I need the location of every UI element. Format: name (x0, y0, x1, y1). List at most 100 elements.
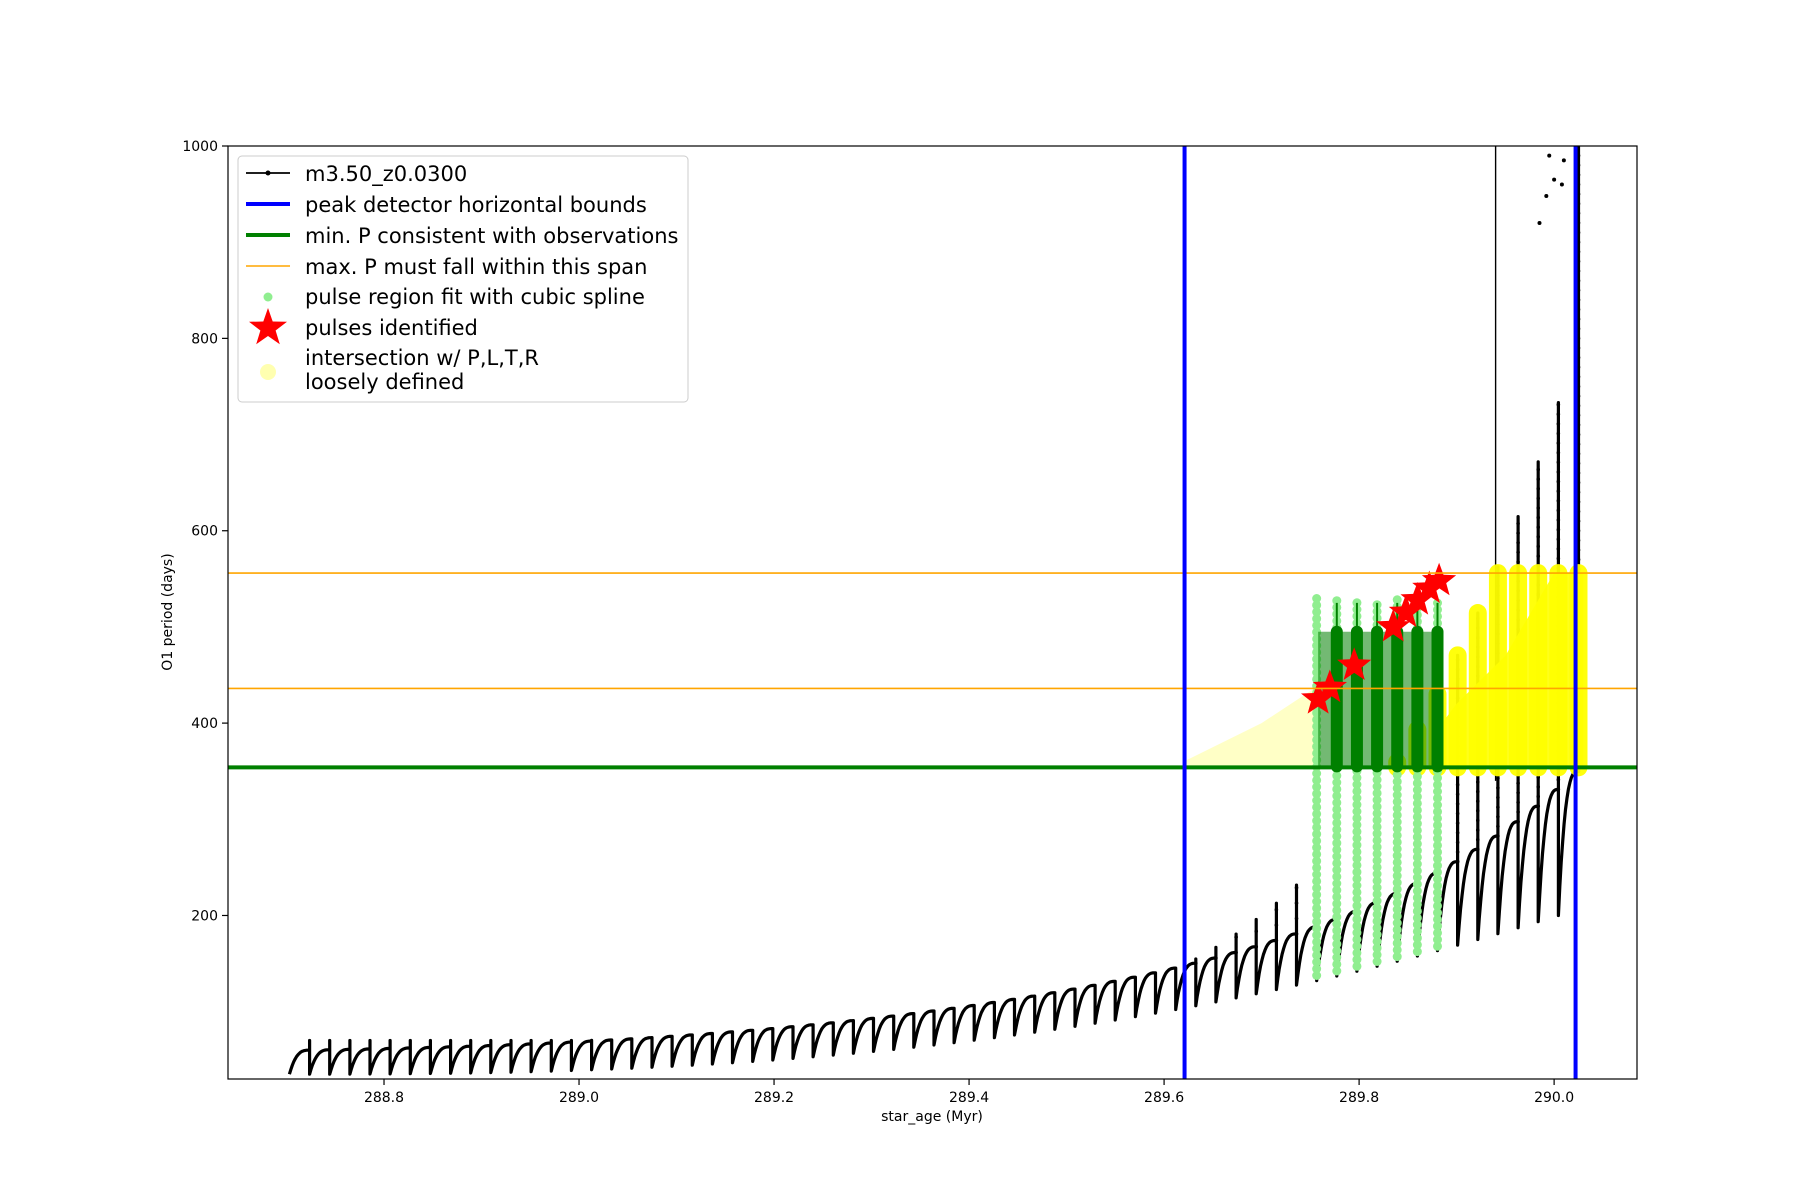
spline-fit-point (1352, 800, 1362, 810)
spline-fit-point (1392, 938, 1402, 948)
series-model-point (1576, 413, 1581, 418)
series-model-point (1556, 556, 1561, 561)
series-model-point (1556, 470, 1561, 474)
series-model-point (1576, 336, 1581, 341)
spline-fit-point (1392, 783, 1402, 793)
spline-fit-point (1332, 778, 1342, 787)
series-model-point (1536, 506, 1541, 510)
series-model-point (1556, 460, 1561, 465)
spline-fit-point (1433, 773, 1443, 783)
legend-label-intersection-line1: intersection w/ P,L,T,R (305, 346, 539, 370)
spline-fit-point (1312, 876, 1322, 886)
series-model-point (1536, 554, 1541, 558)
spline-fit-point (1332, 596, 1342, 606)
spline-fit-point (1372, 889, 1382, 899)
spline-fit-point (1312, 890, 1322, 900)
spline-fit-point (1332, 932, 1342, 942)
series-model-point (1576, 452, 1581, 456)
series-model-point (1576, 346, 1581, 350)
spline-fit-point (1372, 923, 1382, 933)
spline-fit-point (1332, 919, 1342, 929)
spline-fit-point (1392, 797, 1402, 807)
spline-fit-point (1352, 598, 1362, 608)
spline-fit-point (1433, 901, 1443, 911)
series-model-point (1576, 548, 1581, 552)
series-model-point (1455, 859, 1460, 864)
series-model-point (1576, 163, 1581, 167)
series-model-point (1576, 442, 1581, 447)
spline-fit-point (1372, 815, 1382, 825)
x-tick-label: 290.0 (1534, 1090, 1574, 1106)
series-model-point (1556, 499, 1561, 503)
spline-fit-point (1352, 867, 1362, 877)
spline-fit-point (1352, 934, 1362, 944)
legend-red-star-icon (249, 308, 287, 345)
spline-fit-point (1412, 832, 1422, 842)
spline-fit-point (1372, 808, 1382, 818)
spline-fit-point (1332, 939, 1342, 949)
series-model-point (1516, 800, 1520, 805)
series-model-point (1576, 500, 1581, 504)
spline-fit-point (1352, 820, 1362, 830)
series-model-point (1516, 560, 1520, 564)
spline-fit-point (1332, 858, 1342, 868)
series-model-point (1576, 307, 1581, 312)
spline-fit-point (1352, 840, 1362, 850)
series-model-point (1294, 932, 1299, 936)
series-model-point (1536, 775, 1541, 780)
series-model-point (1496, 834, 1500, 838)
spline-fit-point (1412, 785, 1422, 795)
spline-fit-point (1372, 876, 1382, 886)
x-tick-label: 288.8 (364, 1090, 404, 1106)
spline-fit-point (1433, 787, 1443, 796)
spline-fit-point (1352, 813, 1362, 823)
series-model-point (1496, 824, 1500, 829)
spline-fit-point (1352, 941, 1362, 951)
spline-fit-point (1312, 822, 1322, 832)
spline-fit-point (1312, 923, 1322, 933)
series-model-point (1556, 787, 1561, 792)
legend-entry-pulses: pulses identified (249, 308, 478, 345)
y-tick-label: 800 (191, 331, 218, 347)
spline-fit-point (1392, 595, 1402, 605)
series-model-point (1576, 182, 1581, 187)
series-model-point (1556, 450, 1561, 455)
spline-fit-point (1433, 820, 1443, 830)
series-model-point (1576, 327, 1581, 331)
spline-fit-point (1372, 788, 1382, 798)
spline-fit-point (1412, 873, 1422, 882)
series-model-point (1576, 173, 1581, 177)
series-model-point (1294, 901, 1299, 905)
spline-fit-point (1433, 921, 1443, 931)
spline-fit-point (1412, 859, 1422, 869)
series-model-point (1576, 480, 1581, 485)
spline-fit-point (1312, 769, 1322, 778)
spline-fit-point (1332, 771, 1342, 781)
spline-fit-point (1392, 777, 1402, 787)
spline-fit-point (1312, 802, 1322, 812)
series-model-point (1576, 509, 1581, 514)
series-model-point (1556, 777, 1561, 782)
spline-fit-point (1312, 607, 1322, 617)
series-model-point (1576, 298, 1581, 302)
series-model-point (1576, 201, 1581, 206)
spline-fit-point (1312, 856, 1322, 866)
series-model-point (1516, 521, 1520, 526)
spline-fit-point (1372, 916, 1382, 926)
spline-fit-point (1312, 930, 1322, 940)
spline-fit-point (1312, 594, 1322, 603)
spline-fit-point (1352, 901, 1362, 911)
series-model-point (1234, 935, 1238, 939)
spline-fit-point (1392, 857, 1402, 867)
spline-fit-point (1312, 917, 1322, 927)
spline-fit-point (1433, 914, 1443, 924)
spline-fit-point (1412, 899, 1422, 909)
spline-fit-point (1332, 872, 1342, 882)
series-model-point (1455, 831, 1460, 835)
spline-fit-point (1412, 866, 1422, 876)
series-model-point (1516, 550, 1520, 555)
legend-entry-min-period: min. P consistent with observations (246, 224, 678, 248)
series-model-point (1496, 786, 1500, 790)
spline-fit-point (1312, 796, 1322, 805)
spline-fit-point (1352, 955, 1362, 965)
